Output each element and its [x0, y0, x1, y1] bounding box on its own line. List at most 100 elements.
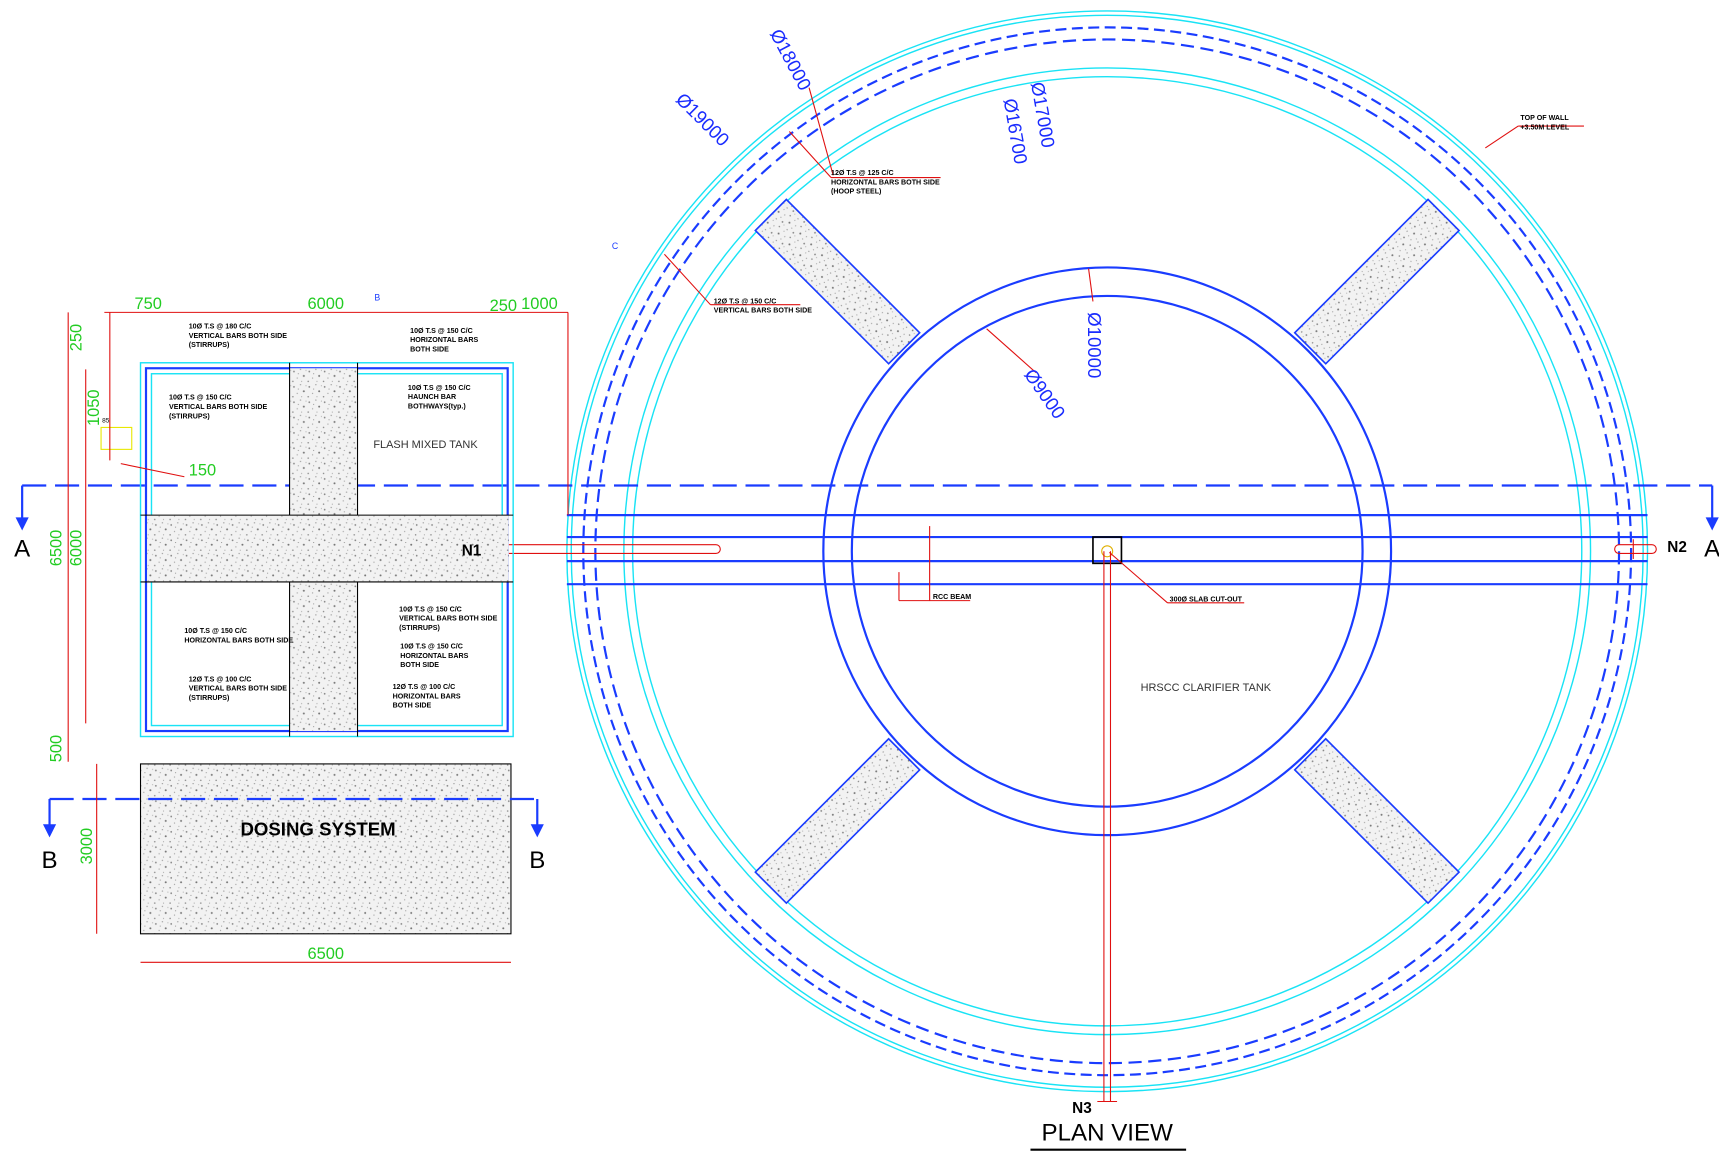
rect-shape	[1293, 737, 1461, 905]
rect-shape	[754, 198, 921, 365]
rect-shape	[139, 362, 514, 738]
pipes	[489, 539, 1657, 1103]
rebar-note: (HOOP STEEL)	[831, 188, 882, 196]
rebar-note: VERTICAL BARS BOTH SIDE	[399, 615, 497, 623]
rebar-note: 10Ø T.S @ 150 C/C	[400, 643, 463, 651]
diameter: Ø16700	[999, 97, 1031, 166]
rebar-note: (STIRRUPS)	[189, 341, 230, 349]
section-mark: A	[14, 536, 31, 563]
diameter: Ø18000	[766, 25, 816, 93]
rect-shape	[100, 426, 133, 450]
tank-label: FLASH MIXED TANK	[373, 439, 478, 451]
circle-shape	[570, 14, 1644, 1088]
dimension: 6000	[67, 530, 85, 567]
rebar-note: (STIRRUPS)	[169, 412, 210, 420]
circle-shape	[566, 10, 1649, 1093]
dimension: 6500	[48, 530, 66, 567]
line-shape	[1485, 125, 1519, 149]
dimension-lines	[67, 311, 569, 963]
dimension: 6500	[307, 945, 344, 963]
circle-shape	[850, 294, 1364, 808]
dimension: 85	[102, 418, 110, 425]
flash-mixed-tank	[100, 362, 514, 935]
labels: 750 6000 250 1000 250 1050 85 150 6500 6…	[14, 25, 1719, 1151]
rebar-note: 300Ø SLAB CUT-OUT	[1170, 595, 1243, 603]
path-shape	[42, 824, 57, 838]
line-shape	[664, 253, 711, 306]
diameter: Ø10000	[1084, 312, 1105, 378]
rebar-note: (STIRRUPS)	[189, 694, 230, 702]
rect-shape	[147, 515, 509, 582]
rebar-note: HAUNCH BAR	[408, 393, 456, 401]
circle-shape	[631, 76, 1583, 1027]
view-title: PLAN VIEW	[1042, 1120, 1174, 1147]
section-mark: C	[612, 241, 618, 251]
rebar-note: HORIZONTAL BARS BOTH SIDE	[831, 178, 940, 186]
circle-shape	[623, 67, 1592, 1036]
rebar-note: TOP OF WALL	[1520, 114, 1569, 122]
rebar-note: VERTICAL BARS BOTH SIDE	[189, 685, 287, 693]
dimension: 150	[189, 462, 216, 480]
line-shape	[1088, 268, 1094, 302]
dimension: 1000	[521, 295, 558, 313]
circle-shape	[582, 26, 1633, 1077]
nozzle: N3	[1072, 1100, 1092, 1117]
dimension: 250	[490, 297, 517, 315]
rebar-note: HORIZONTAL BARS	[410, 336, 478, 344]
path-shape	[1705, 517, 1719, 531]
line-shape	[788, 131, 832, 178]
section-mark: B	[42, 847, 58, 874]
rebar-note: 10Ø T.S @ 150 C/C	[410, 327, 473, 335]
rect-shape	[1293, 198, 1461, 365]
circle-shape	[822, 266, 1393, 837]
rect-shape	[139, 763, 512, 935]
rcc-beam	[566, 514, 1648, 586]
section-line-b	[42, 797, 544, 838]
rebar-note: HORIZONTAL BARS	[393, 692, 461, 700]
rebar-note: HORIZONTAL BARS	[400, 652, 468, 660]
dimension: 500	[48, 735, 66, 762]
tank-label: HRSCC CLARIFIER TANK	[1141, 682, 1272, 694]
line-shape	[1109, 551, 1168, 604]
clarifier-rings	[566, 10, 1649, 1093]
rebar-note: HORIZONTAL BARS BOTH SIDE	[184, 636, 293, 644]
rect-shape	[1614, 544, 1657, 555]
rebar-note: BOTHWAYS(typ.)	[408, 402, 466, 410]
rebar-note: +3.50M LEVEL	[1520, 124, 1569, 132]
rebar-note: 10Ø T.S @ 150 C/C	[169, 394, 232, 402]
dimension: 1050	[85, 389, 103, 426]
rebar-note: (STIRRUPS)	[399, 624, 440, 632]
rebar-note: 12Ø T.S @ 125 C/C	[831, 169, 894, 177]
leaders	[664, 87, 1584, 604]
rebar-note: BOTH SIDE	[400, 661, 439, 669]
rebar-note: 10Ø T.S @ 150 C/C	[399, 605, 462, 613]
rebar-note: 12Ø T.S @ 100 C/C	[393, 683, 456, 691]
nozzle: N2	[1667, 539, 1687, 556]
rect-shape	[754, 737, 921, 905]
line-shape	[120, 463, 185, 478]
diameter: Ø9000	[1020, 365, 1069, 423]
path-shape	[530, 824, 544, 838]
path-shape	[15, 517, 29, 531]
rect-shape	[1092, 536, 1123, 565]
circle-shape	[1101, 545, 1114, 558]
diameter: Ø17000	[1027, 80, 1059, 149]
rebar-note: 12Ø T.S @ 100 C/C	[189, 675, 252, 683]
rebar-note: 12Ø T.S @ 150 C/C	[714, 297, 777, 305]
rect-shape	[489, 544, 721, 555]
rebar-note: VERTICAL BARS BOTH SIDE	[189, 332, 287, 340]
section-mark: B	[529, 847, 545, 874]
rebar-note: VERTICAL BARS BOTH SIDE	[714, 307, 812, 315]
rebar-note: 10Ø T.S @ 150 C/C	[184, 627, 247, 635]
rect-shape	[289, 368, 358, 516]
section-mark: A	[1704, 536, 1719, 563]
dimension: 6000	[307, 295, 344, 313]
rebar-note: 10Ø T.S @ 180 C/C	[189, 322, 252, 330]
rebar-note: 10Ø T.S @ 150 C/C	[408, 384, 471, 392]
nozzle: N1	[462, 542, 482, 559]
diameter: Ø19000	[672, 89, 734, 151]
spokes	[754, 198, 1461, 905]
rebar-note: RCC BEAM	[933, 593, 971, 601]
notes: TOP OF WALL +3.50M LEVEL 12Ø T.S @ 125 C/C…	[169, 114, 1570, 709]
